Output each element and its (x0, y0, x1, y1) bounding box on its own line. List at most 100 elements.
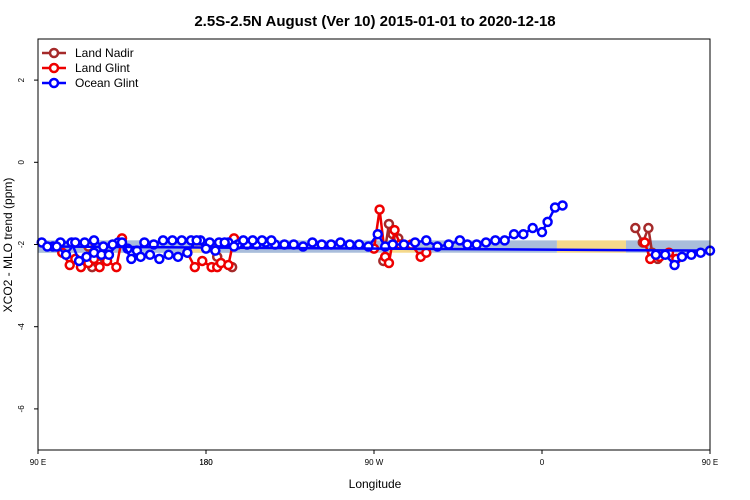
data-point-ocean-glint (60, 249, 72, 261)
y-tick-label: 2 (17, 77, 26, 82)
y-tick-label: -2 (17, 240, 26, 248)
data-point-ocean-glint (508, 228, 520, 240)
data-point-ocean-glint (167, 235, 178, 246)
data-point-ocean-glint (256, 235, 268, 246)
data-point-land-glint (197, 255, 208, 267)
x-axis-label: Longitude (349, 477, 402, 491)
data-point-ocean-glint (42, 241, 53, 252)
data-point-ocean-glint (70, 237, 81, 248)
data-point-land-glint (389, 224, 400, 236)
data-point-ocean-glint (536, 226, 548, 238)
data-point-ocean-glint (557, 200, 568, 211)
data-point-ocean-glint (210, 245, 221, 256)
data-point-ocean-glint (409, 237, 421, 248)
data-point-ocean-glint (518, 228, 529, 240)
legend-marker (48, 77, 60, 89)
data-point-ocean-glint (81, 251, 92, 263)
data-point-ocean-glint (695, 247, 706, 258)
data-point-land-glint (111, 261, 122, 273)
legend-marker (48, 47, 60, 59)
data-point-ocean-glint (398, 239, 410, 250)
data-point-ocean-glint (154, 253, 165, 265)
data-point-ocean-glint (480, 237, 492, 248)
data-point-ocean-glint (307, 237, 318, 248)
data-point-ocean-glint (659, 249, 671, 261)
data-point-land-glint (374, 204, 385, 215)
x-tick-label: 0 (540, 458, 545, 467)
data-point-ocean-glint (144, 249, 156, 261)
legend-label: Land Glint (75, 61, 130, 75)
data-point-land-glint (383, 257, 395, 269)
data-point-ocean-glint (650, 249, 662, 261)
x-tick-label: 90 W (365, 458, 384, 467)
data-point-ocean-glint (238, 235, 249, 246)
x-tick-label: 180 (199, 458, 213, 467)
data-point-ocean-glint (462, 239, 473, 250)
y-tick-label: 0 (17, 160, 26, 165)
y-axis: 2 0 -2 -4 -6 (17, 77, 38, 412)
y-axis-label: XCO2 - MLO trend (ppm) (1, 178, 15, 313)
series-land-glint (57, 204, 682, 273)
data-point-ocean-glint (135, 251, 146, 263)
data-point-ocean-glint (157, 235, 169, 246)
series-ocean-glint (36, 200, 716, 271)
data-point-land-nadir (630, 222, 641, 234)
data-point-ocean-glint (73, 255, 85, 267)
data-point-ocean-glint (542, 216, 553, 228)
data-point-ocean-glint (490, 235, 501, 246)
data-point-ocean-glint (266, 235, 277, 246)
data-point-ocean-glint (79, 237, 90, 248)
data-point-ocean-glint (527, 222, 538, 234)
data-point-ocean-glint (335, 237, 346, 248)
data-point-ocean-glint (499, 235, 510, 246)
data-point-ocean-glint (421, 235, 432, 246)
data-point-ocean-glint (51, 241, 62, 252)
data-point-land-glint (639, 237, 650, 248)
x-tick-label: 90 E (30, 458, 46, 467)
data-point-ocean-glint (219, 237, 230, 248)
x-tick-label: 90 E (702, 458, 718, 467)
data-point-ocean-glint (103, 249, 115, 261)
data-point-ocean-glint (471, 239, 482, 250)
data-point-land-nadir (643, 222, 654, 234)
data-point-ocean-glint (88, 235, 100, 246)
data-point-ocean-glint (163, 249, 174, 261)
data-point-ocean-glint (686, 249, 697, 261)
legend-marker (48, 62, 60, 74)
legend-item-land-glint: Land Glint (42, 61, 130, 75)
data-point-ocean-glint (454, 235, 466, 246)
data-point-ocean-glint (676, 251, 688, 263)
data-point-ocean-glint (387, 239, 398, 250)
data-point-land-nadir (383, 218, 395, 230)
legend-item-ocean-glint: Ocean Glint (42, 76, 139, 90)
data-point-ocean-glint (443, 239, 454, 250)
x-tick-label: 180 (199, 458, 213, 467)
data-point-ocean-glint (107, 239, 118, 250)
data-point-ocean-glint (126, 253, 137, 265)
data-point-ocean-glint (176, 235, 187, 246)
data-point-ocean-glint (228, 241, 240, 252)
y-tick-label: -4 (17, 323, 26, 331)
data-point-ocean-glint (191, 235, 202, 246)
data-point-land-glint (223, 259, 234, 271)
y-tick-label: -6 (17, 405, 26, 413)
data-point-land-glint (94, 261, 105, 273)
legend-label: Land Nadir (75, 46, 134, 60)
legend-label: Ocean Glint (75, 76, 139, 90)
legend-item-land-nadir: Land Nadir (42, 46, 134, 60)
data-point-ocean-glint (139, 237, 150, 248)
data-point-ocean-glint (372, 228, 383, 240)
data-point-land-glint (64, 259, 75, 271)
data-point-ocean-glint (172, 251, 184, 263)
chart-title: 2.5S-2.5N August (Ver 10) 2015-01-01 to … (194, 13, 555, 30)
series-layer (36, 200, 716, 273)
data-point-ocean-glint (98, 241, 109, 252)
data-point-ocean-glint (669, 259, 680, 271)
data-point-ocean-glint (182, 247, 193, 258)
data-point-land-glint (189, 261, 201, 273)
data-point-ocean-glint (200, 243, 212, 254)
data-point-ocean-glint (247, 235, 258, 246)
